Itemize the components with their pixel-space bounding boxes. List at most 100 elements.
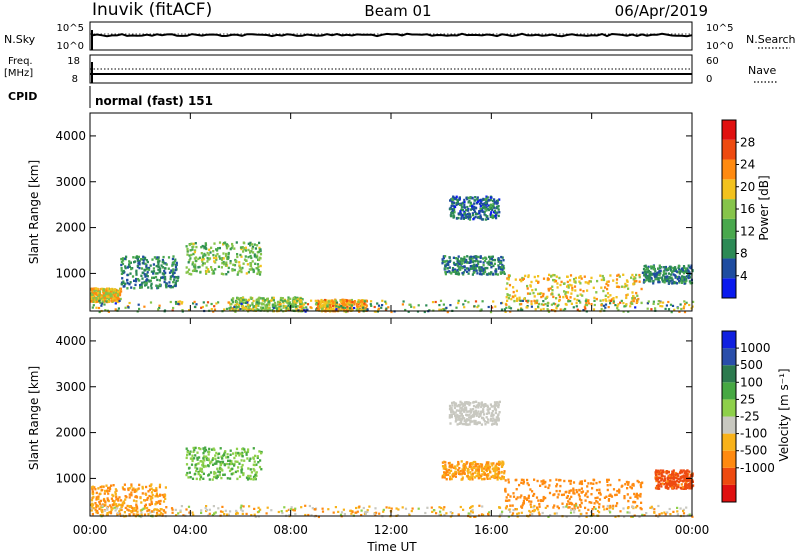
data-cell xyxy=(487,514,490,517)
data-cell xyxy=(332,511,335,514)
data-cell xyxy=(242,298,245,302)
data-cell xyxy=(179,300,182,303)
data-cell xyxy=(256,244,259,247)
data-cell xyxy=(487,410,490,414)
data-cell xyxy=(199,447,202,451)
data-cell xyxy=(603,496,606,499)
data-cell xyxy=(239,452,242,455)
nsky-tick-high: 10^5 xyxy=(57,23,84,34)
data-cell xyxy=(472,460,475,464)
data-cell xyxy=(401,303,404,306)
data-cell xyxy=(448,416,451,419)
data-cell xyxy=(299,301,302,304)
data-cell xyxy=(120,260,123,264)
data-cell xyxy=(116,292,119,295)
data-cell xyxy=(220,272,223,275)
data-cell xyxy=(492,469,495,473)
data-cell xyxy=(612,504,615,507)
data-cell xyxy=(496,273,500,276)
data-cell xyxy=(110,508,113,512)
data-cell xyxy=(243,258,247,261)
data-cell xyxy=(672,483,675,486)
data-cell xyxy=(492,203,495,206)
data-cell xyxy=(241,305,245,308)
data-cell xyxy=(523,496,526,499)
data-cell xyxy=(154,275,158,279)
data-cell xyxy=(661,278,664,281)
data-cell xyxy=(272,299,275,302)
data-cell xyxy=(507,493,510,496)
data-cell xyxy=(630,486,633,489)
data-cell xyxy=(151,258,154,261)
data-cell xyxy=(585,515,588,518)
data-cell xyxy=(659,305,662,308)
data-cell xyxy=(203,459,206,462)
data-cell xyxy=(577,493,580,496)
data-cell xyxy=(253,507,256,510)
data-cell xyxy=(128,513,131,516)
data-cell xyxy=(140,515,143,519)
data-cell xyxy=(129,272,132,275)
data-cell xyxy=(438,304,441,307)
data-cell xyxy=(236,253,239,256)
data-cell xyxy=(473,208,476,211)
data-cell xyxy=(126,266,129,269)
data-cell xyxy=(104,489,107,493)
data-cell xyxy=(123,488,126,491)
data-cell xyxy=(658,480,661,484)
data-cell xyxy=(688,271,691,274)
data-cell xyxy=(118,293,122,297)
data-cell xyxy=(432,509,436,512)
data-cell xyxy=(201,260,204,263)
data-cell xyxy=(246,450,250,454)
data-cell xyxy=(675,477,678,480)
power-colorbar-segment xyxy=(722,139,736,160)
data-cell xyxy=(138,259,141,263)
data-cell xyxy=(162,255,165,259)
data-cell xyxy=(167,284,170,288)
data-cell xyxy=(466,255,469,258)
data-cell xyxy=(217,247,220,250)
data-cell xyxy=(666,279,669,282)
data-cell xyxy=(189,476,192,479)
data-cell xyxy=(479,414,482,417)
data-cell xyxy=(174,259,177,263)
data-cell xyxy=(134,256,137,259)
data-cell xyxy=(607,295,610,299)
y-tick-label: 1000 xyxy=(55,266,86,280)
data-cell xyxy=(555,478,558,481)
data-cell xyxy=(222,241,225,245)
data-cell xyxy=(267,302,270,306)
data-cell xyxy=(636,504,639,508)
data-cell xyxy=(459,265,462,269)
data-cell xyxy=(95,491,98,495)
data-cell xyxy=(496,401,499,404)
data-cell xyxy=(408,303,411,306)
data-cell xyxy=(575,305,578,308)
data-cell xyxy=(662,469,665,472)
data-cell xyxy=(186,250,189,253)
velocity-colorbar-segment xyxy=(722,416,736,434)
data-cell xyxy=(457,261,460,264)
data-cell xyxy=(332,301,335,304)
data-cell xyxy=(499,271,502,274)
data-cell xyxy=(291,301,294,304)
data-cell xyxy=(632,506,635,509)
data-cell xyxy=(111,499,114,502)
data-cell xyxy=(486,477,489,480)
data-cell xyxy=(525,299,528,302)
data-cell xyxy=(669,265,672,269)
data-cell xyxy=(229,459,232,462)
data-cell xyxy=(640,287,643,291)
data-cell xyxy=(256,267,259,270)
data-cell xyxy=(226,477,229,480)
data-cell xyxy=(454,411,457,414)
data-cell xyxy=(469,255,472,258)
data-cell xyxy=(159,499,162,503)
data-cell xyxy=(586,289,589,292)
data-cell xyxy=(549,514,552,517)
data-cell xyxy=(133,279,136,282)
data-cell xyxy=(141,271,144,274)
data-cell xyxy=(626,487,629,490)
data-cell xyxy=(479,214,482,217)
